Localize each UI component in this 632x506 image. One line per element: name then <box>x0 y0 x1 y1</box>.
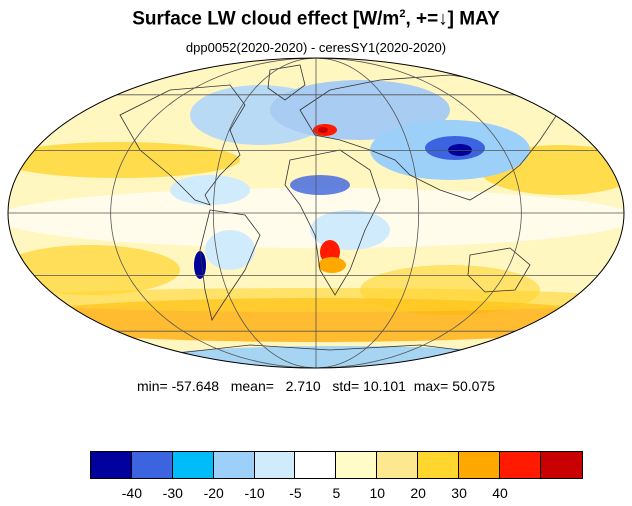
atlantic-blue-patch <box>290 175 350 195</box>
eurasia-coast <box>299 74 561 201</box>
south-america-blue <box>194 251 206 279</box>
antarctica-coast <box>159 344 501 356</box>
colorbar-swatch-11 <box>540 452 582 478</box>
colorbar-tick-label: -40 <box>121 485 143 501</box>
mean-value: 2.710 <box>285 378 321 394</box>
greenland-coast <box>267 64 306 101</box>
min-value: -57.648 <box>171 378 220 394</box>
east-pacific-yellow <box>8 245 180 295</box>
chart-title: Surface LW cloud effect [W/m2, +=↓] MAY <box>132 8 500 30</box>
max-value: 50.075 <box>452 378 496 394</box>
colorbar-tick-label: 30 <box>451 485 467 501</box>
colorbar-tick-label: -20 <box>203 485 224 501</box>
colorbar-tick-label: 10 <box>369 485 386 501</box>
map-field <box>8 58 624 368</box>
africa-light-blue <box>310 210 390 250</box>
colorbar <box>90 451 583 479</box>
colorbar-swatch-3 <box>213 452 255 478</box>
statistics-line: min= -57.648 mean= 2.710 std= 10.101 max… <box>0 378 632 394</box>
graticule <box>8 58 624 368</box>
colorbar-swatch-4 <box>254 452 296 478</box>
colorbar-tick-label: 40 <box>492 485 508 501</box>
colorbar-swatch-8 <box>418 452 460 478</box>
america-blue <box>170 175 250 205</box>
min-label: min= <box>136 378 168 394</box>
mean-label: mean= <box>230 378 274 394</box>
africa-orange <box>318 257 346 273</box>
africa-coast <box>284 149 381 296</box>
map-border <box>7 57 625 369</box>
australia-coast <box>467 247 531 293</box>
coastlines <box>119 64 561 356</box>
std-label: std= <box>332 378 360 394</box>
mollweide-map <box>7 57 625 369</box>
max-label: max= <box>413 378 449 394</box>
colorbar-tick-label: 20 <box>410 485 426 501</box>
colorbar-swatch-9 <box>459 452 500 478</box>
colorbar-swatch-2 <box>172 452 214 478</box>
south-america-coast <box>199 209 261 322</box>
colorbar-swatch-5 <box>295 452 337 478</box>
colorbar-swatch-0 <box>91 452 132 478</box>
colorbar-swatch-1 <box>131 452 173 478</box>
colorbar-tick-label: 5 <box>332 485 341 501</box>
colorbar-swatch-10 <box>499 452 541 478</box>
std-value: 10.101 <box>363 378 406 394</box>
colorbar-tick-label: -5 <box>289 485 302 501</box>
north-america-coast <box>119 84 246 206</box>
south-america-light-blue <box>205 230 255 270</box>
northern-yellow-band <box>8 142 240 178</box>
mediterranean-dark-red <box>318 127 328 133</box>
chart-subtitle: dpp0052(2020-2020) - ceresSY1(2020-2020) <box>185 40 447 55</box>
colorbar-tick-label: -30 <box>162 485 183 501</box>
title-superscript: 2 <box>399 8 406 20</box>
colorbar-tick-label: -10 <box>244 485 265 501</box>
colorbar-swatch-6 <box>336 452 378 478</box>
colorbar-swatch-7 <box>377 452 419 478</box>
